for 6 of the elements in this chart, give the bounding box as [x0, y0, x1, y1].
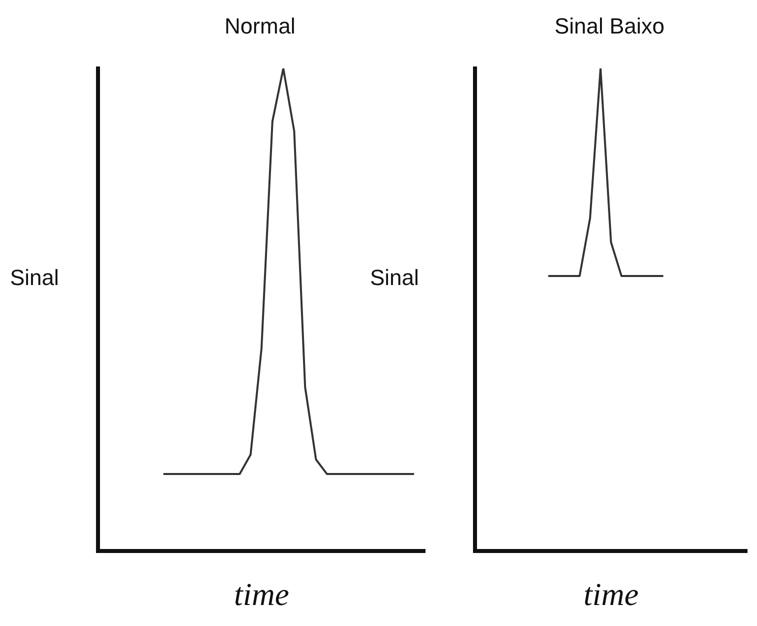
x-axis-title: time [234, 576, 290, 612]
x-axis-title: time [583, 576, 639, 612]
chart-title: Normal [224, 13, 296, 38]
y-axis-title: Sinal [370, 265, 419, 291]
y-axis-title: Sinal [10, 265, 59, 291]
chart-title: Sinal Baixo [554, 13, 665, 38]
